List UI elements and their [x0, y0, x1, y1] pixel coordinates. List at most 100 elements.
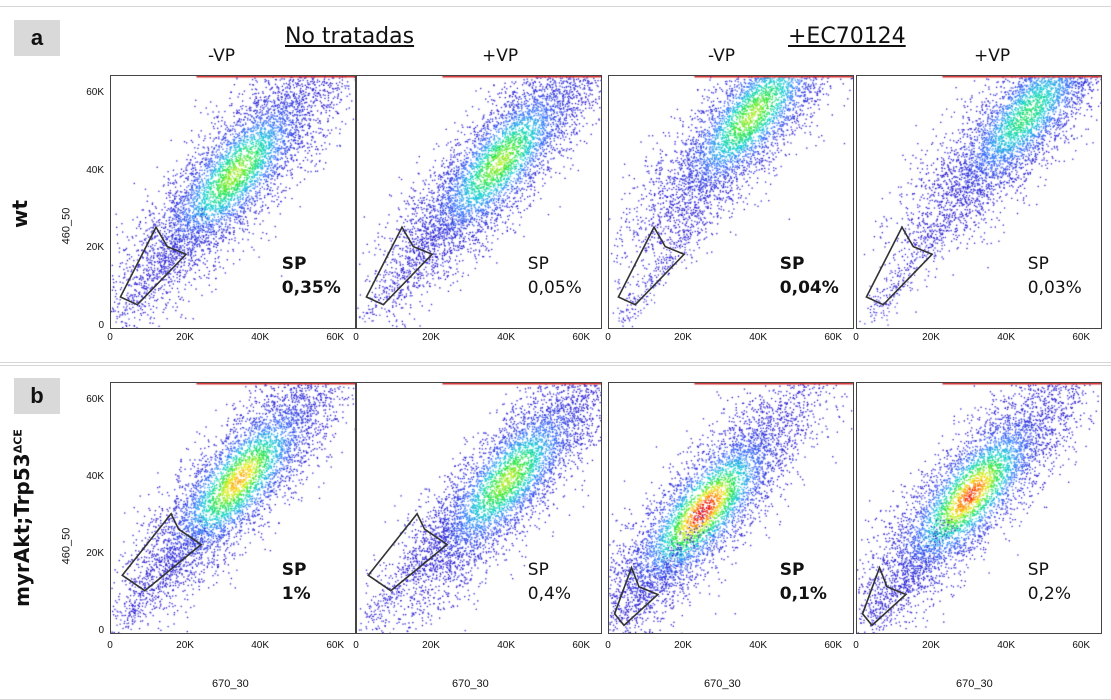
header-col-4: +VP [974, 46, 1011, 66]
y-tick-label: 60K [86, 394, 104, 406]
density-points-2 [357, 76, 601, 328]
sp-value-3: 0,04% [779, 278, 839, 299]
x-tick-label: 0 [107, 640, 113, 651]
x-tick-label: 20K [674, 640, 692, 651]
sp-gate-5 [121, 512, 203, 592]
y-tick-label: 40K [86, 164, 104, 176]
x-axis-label-1: 670_30 [212, 678, 249, 690]
y-tick-label: 0 [98, 625, 104, 636]
panel-label-b: b [14, 378, 60, 414]
scatter-plot-2: SP 0,05% [356, 75, 602, 329]
x-tick-label: 0 [107, 332, 113, 343]
sp-gate-1 [119, 225, 188, 306]
scatter-plot-1: SP 0,35% [110, 75, 356, 329]
gate-svg-3 [617, 225, 686, 306]
y-axis-label-row1: 460_50 [60, 207, 73, 245]
panel-a-band [0, 6, 1111, 363]
header-col-2: +VP [482, 46, 519, 66]
scatter-plot-6: SP 0,4% [356, 382, 602, 634]
x-tick-label: 20K [922, 332, 940, 343]
sp-value-2: 0,05% [527, 278, 582, 299]
sp-label-5: SP 1% [282, 558, 311, 606]
sp-value-6: 0,4% [527, 584, 571, 604]
x-tick-label: 20K [422, 332, 440, 343]
sp-gate-8 [861, 565, 908, 627]
row-label-myrakt-main: myrAkt;Trp53 [10, 453, 34, 607]
x-tick-label: 0 [853, 332, 859, 343]
density-points-4 [857, 76, 1101, 328]
y-tick-label: 20K [86, 242, 104, 254]
scatter-plot-3: SP 0,04% [608, 75, 854, 329]
x-tick-label: 20K [422, 640, 440, 651]
x-tick-label: 40K [997, 332, 1016, 343]
sp-gate-2 [365, 225, 434, 306]
y-tick-label: 0 [98, 320, 104, 331]
sp-gate-4 [865, 225, 934, 306]
x-tick-label: 40K [749, 640, 768, 651]
gate-svg-7 [613, 565, 660, 627]
x-tick-label: 0 [605, 640, 611, 651]
scatter-plot-8: SP 0,2% [856, 382, 1102, 634]
gate-svg-4 [865, 225, 934, 306]
panel-label-a: a [14, 20, 60, 56]
x-tick-label: 20K [922, 640, 940, 651]
x-tick-label: 40K [497, 640, 516, 651]
sp-value-4: 0,03% [1027, 278, 1082, 299]
sp-gate-name-1: SP [281, 254, 307, 275]
sp-gate-3 [617, 225, 686, 306]
header-col-1: -VP [208, 46, 236, 66]
x-tick-label: 40K [997, 640, 1016, 651]
gate-svg-6 [367, 512, 449, 592]
x-tick-label: 20K [176, 332, 194, 343]
sp-gate-6 [367, 512, 449, 592]
x-tick-label: 0 [353, 332, 359, 343]
density-points-1 [111, 76, 355, 328]
sp-label-1: SP 0,35% [282, 252, 341, 300]
sp-value-5: 1% [281, 584, 311, 604]
sp-label-3: SP 0,04% [780, 252, 839, 300]
sp-value-8: 0,2% [1027, 584, 1071, 604]
x-tick-label: 60K [572, 332, 591, 343]
sp-label-2: SP 0,05% [528, 252, 582, 300]
x-tick-label: 0 [353, 640, 359, 651]
x-axis-label-4: 670_30 [956, 678, 993, 690]
sp-label-8: SP 0,2% [1028, 558, 1071, 606]
x-tick-label: 40K [497, 332, 516, 343]
header-col-3: -VP [708, 46, 736, 66]
scatter-plot-7: SP 0,1% [608, 382, 854, 634]
x-tick-label: 60K [572, 640, 591, 651]
x-tick-label: 40K [251, 640, 270, 651]
sp-label-7: SP 0,1% [780, 558, 827, 606]
x-tick-label: 60K [326, 332, 345, 343]
x-axis-label-3: 670_30 [704, 678, 741, 690]
y-tick-label: 60K [86, 87, 104, 99]
sp-label-6: SP 0,4% [528, 558, 571, 606]
gate-svg-1 [119, 225, 188, 306]
sp-gate-name-5: SP [281, 560, 307, 580]
sp-gate-7 [613, 565, 660, 627]
sp-gate-name-4: SP [1027, 254, 1049, 275]
sp-value-1: 0,35% [281, 278, 341, 299]
sp-gate-name-3: SP [779, 254, 805, 275]
y-tick-label: 20K [86, 548, 104, 560]
x-tick-label: 40K [251, 332, 270, 343]
row-label-wt: wt [8, 199, 33, 229]
gate-svg-5 [121, 512, 203, 592]
header-treated: +EC70124 [788, 24, 906, 49]
x-tick-label: 60K [1072, 640, 1091, 651]
x-tick-label: 20K [176, 640, 194, 651]
x-tick-label: 60K [1072, 332, 1091, 343]
density-points-6 [357, 383, 601, 633]
sp-gate-name-6: SP [527, 560, 549, 580]
header-untreated: No tratadas [285, 24, 415, 49]
sp-value-7: 0,1% [779, 584, 827, 604]
scatter-plot-5: SP 1% [110, 382, 356, 634]
density-points-5 [111, 383, 355, 633]
sp-gate-name-2: SP [527, 254, 549, 275]
density-points-3 [609, 76, 853, 328]
sp-gate-name-7: SP [779, 560, 805, 580]
x-tick-label: 0 [853, 640, 859, 651]
y-tick-label: 40K [86, 471, 104, 483]
x-tick-label: 0 [605, 332, 611, 343]
